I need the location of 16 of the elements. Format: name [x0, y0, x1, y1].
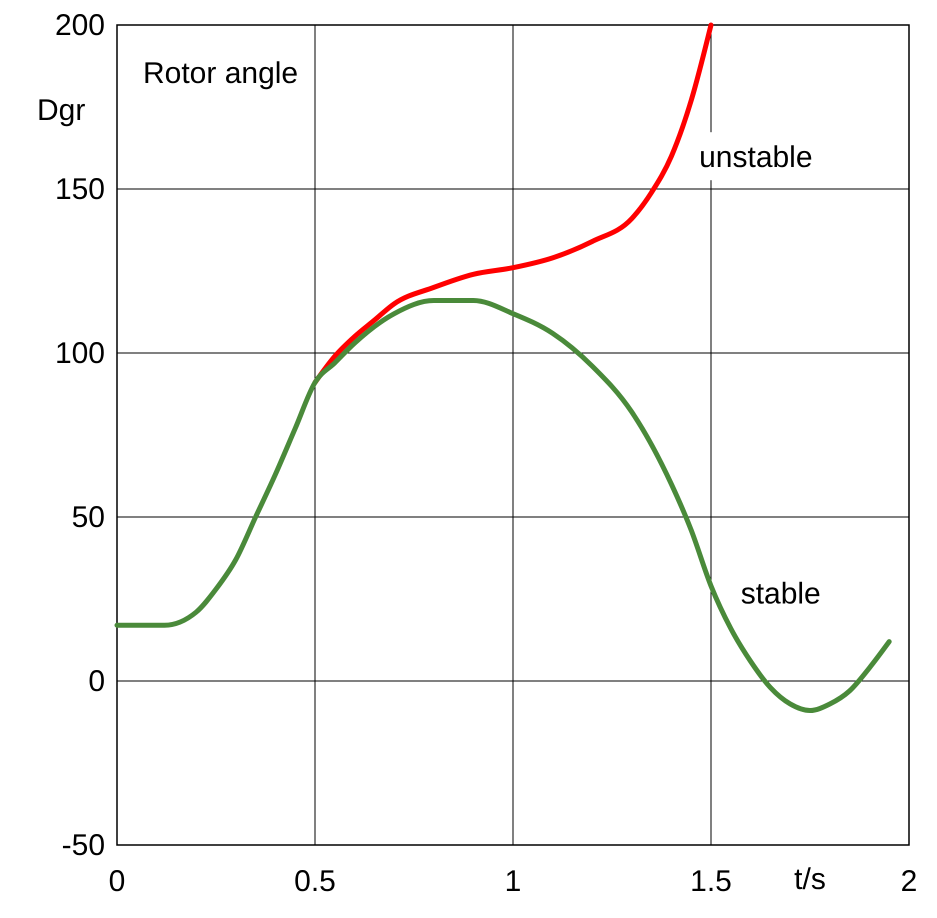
y-tick-label: 0: [88, 665, 105, 698]
x-tick-label: 2: [900, 865, 918, 898]
y-tick-label: 200: [54, 9, 105, 42]
y-tick-label: 50: [72, 501, 105, 534]
y-tick-label: 150: [54, 173, 105, 206]
x-tick-label: 0.5: [294, 865, 336, 898]
y-axis-title: Dgr: [37, 94, 86, 127]
y-tick-label: -50: [62, 829, 105, 862]
text: Rotor angle: [143, 57, 298, 90]
x-tick-label: 1: [504, 865, 522, 898]
x-tick-label: 1.5: [690, 865, 732, 898]
y-tick-label: 100: [54, 337, 105, 370]
series-label: stable: [740, 577, 821, 610]
x-tick-label: 0: [108, 865, 126, 898]
series-label: unstable: [699, 141, 813, 174]
x-axis-title: t/s: [794, 863, 826, 896]
